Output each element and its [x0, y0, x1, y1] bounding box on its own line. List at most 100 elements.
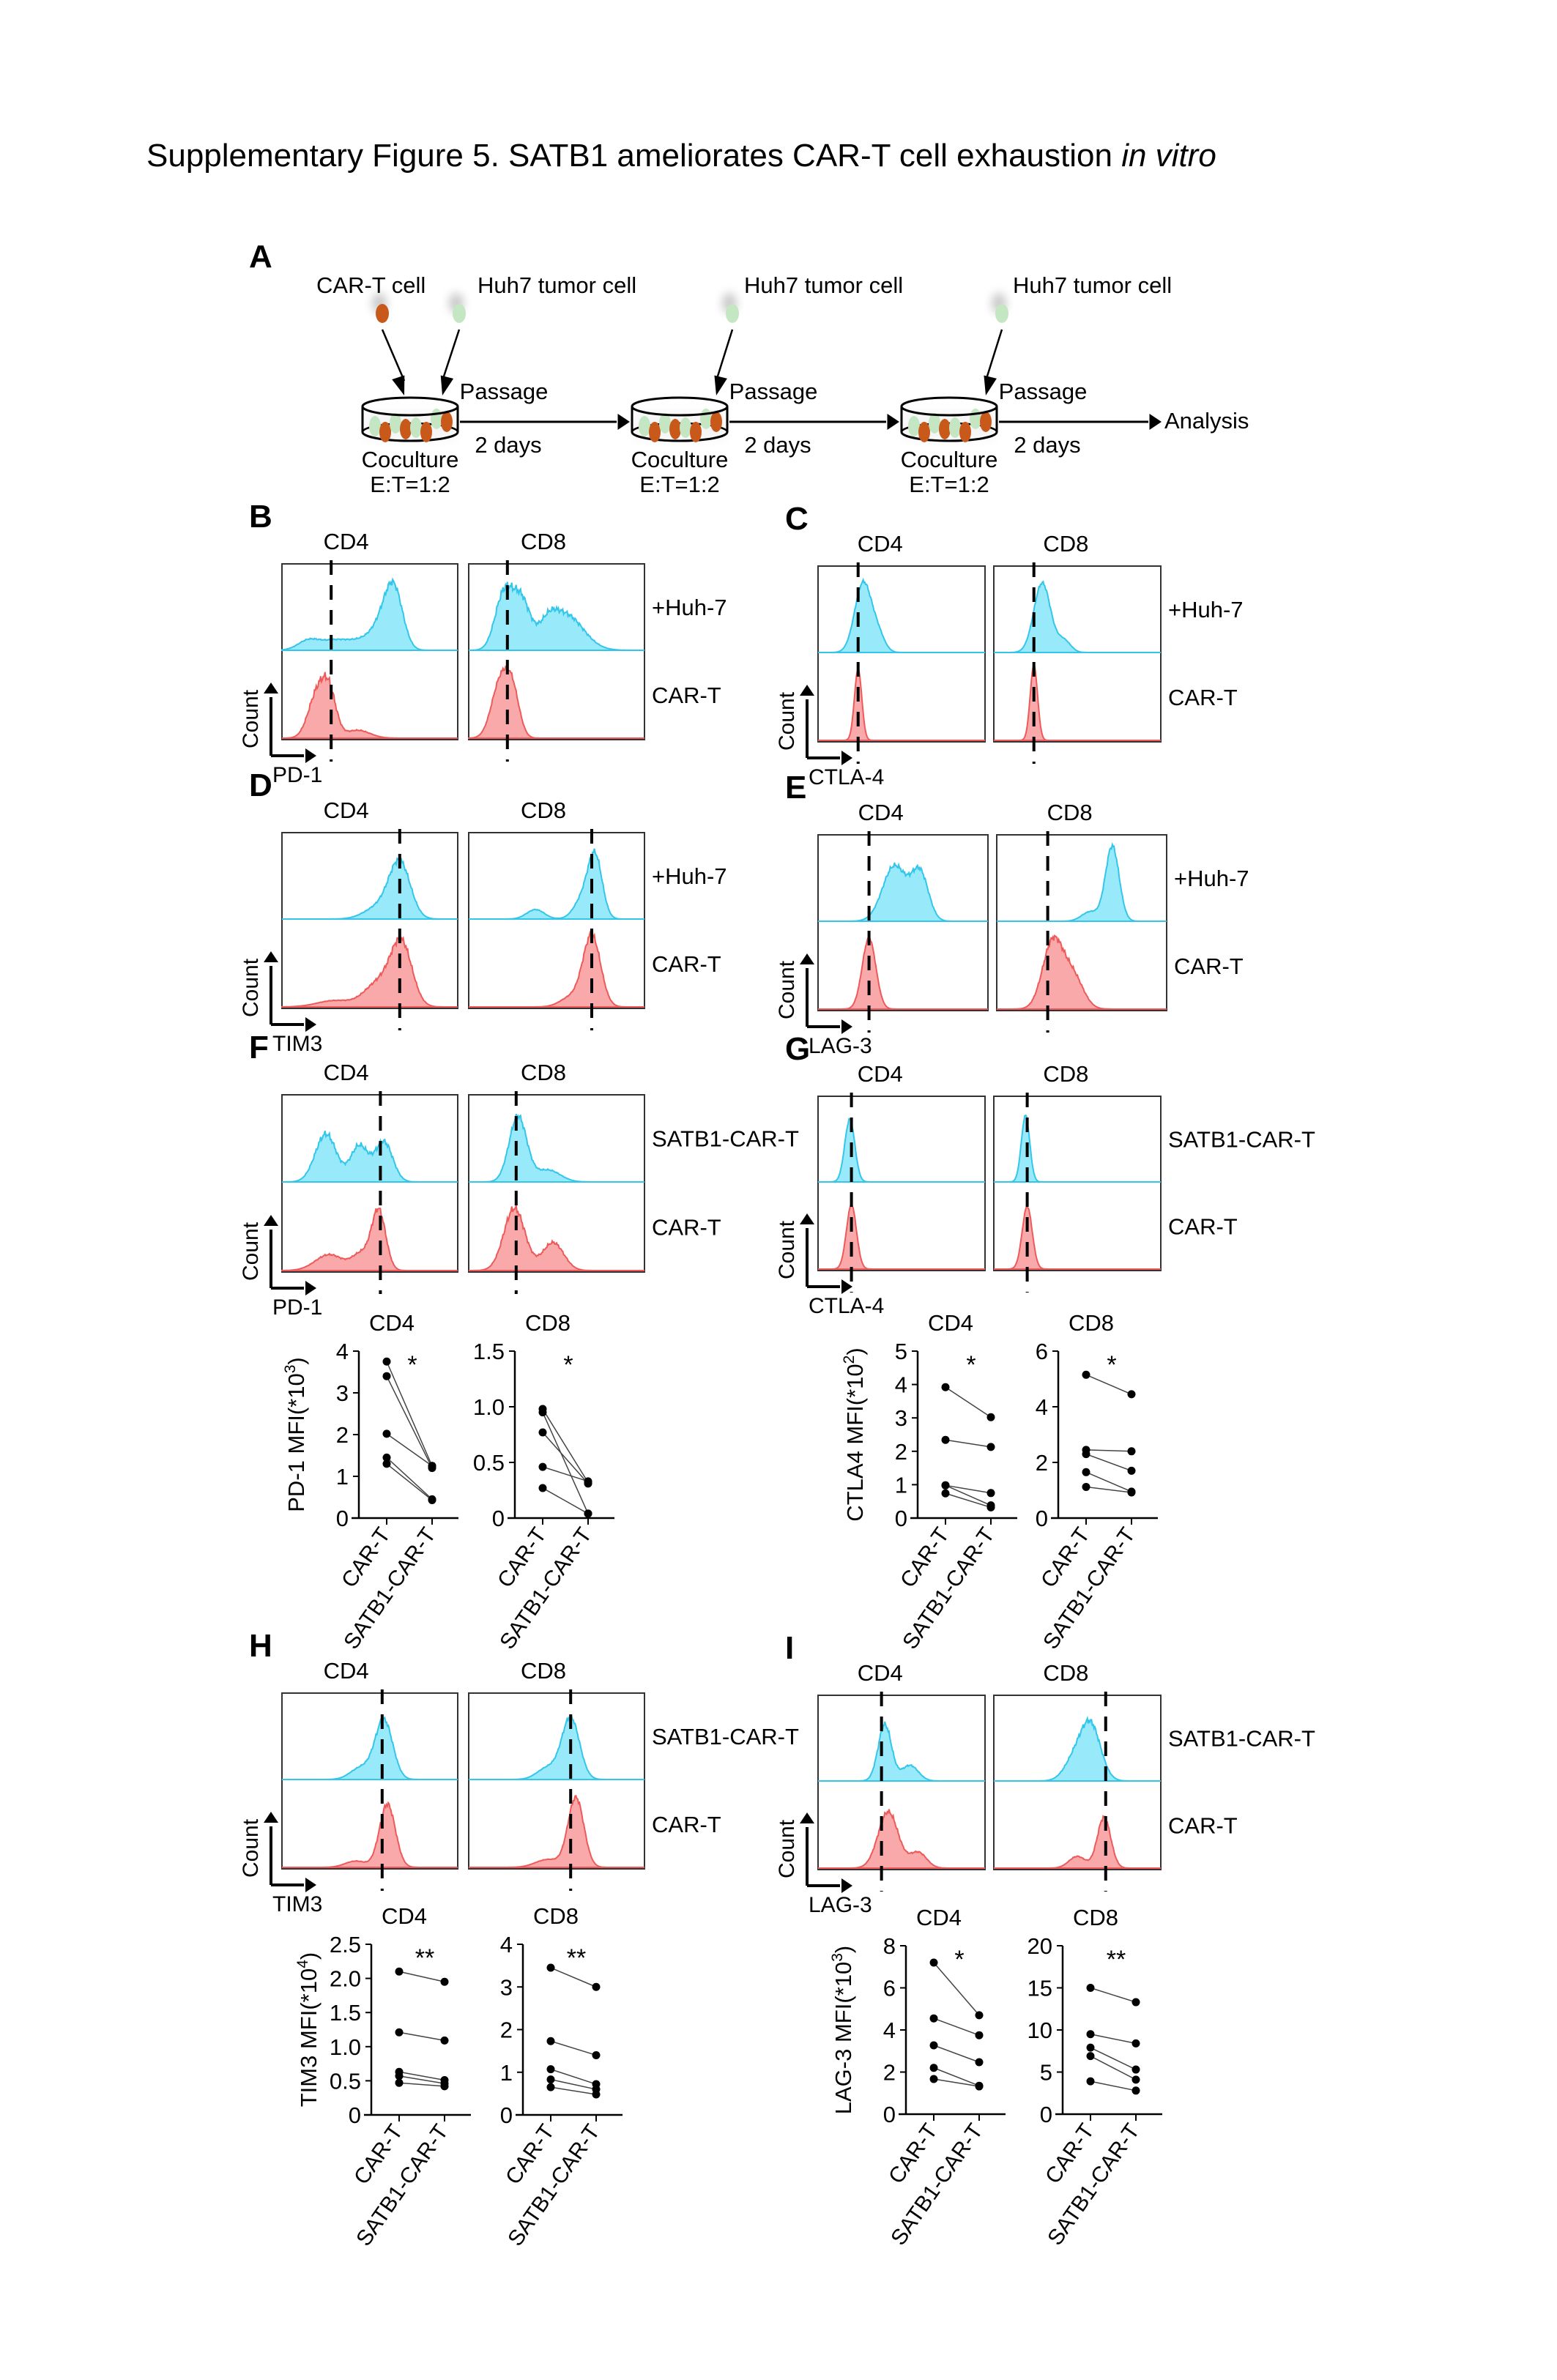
tumor-cell-icon [659, 413, 671, 434]
histogram-box [468, 1094, 645, 1273]
data-point-car-t [1082, 1450, 1090, 1459]
data-point-satb1-car-t [592, 2050, 601, 2059]
histogram-top-trace [818, 862, 988, 922]
y-tick-label: 8 [883, 1933, 896, 1959]
data-point-car-t [1082, 1468, 1090, 1476]
tumor-cell-icon [639, 416, 650, 436]
histogram-bottom-trace [994, 663, 1161, 741]
pair-line [386, 1457, 433, 1500]
pair-line [933, 2078, 980, 2087]
data-point-satb1-car-t [440, 2082, 449, 2091]
car-t-cell-icon [376, 304, 389, 323]
data-point-satb1-car-t [584, 1509, 592, 1518]
pair-line [1085, 1471, 1132, 1492]
histogram-box [281, 1094, 458, 1273]
histogram-box [817, 1096, 986, 1271]
pair-line [386, 1375, 433, 1468]
pair-line [398, 2071, 445, 2081]
row-label-top: SATB1-CAR-T [1168, 1726, 1315, 1752]
y-axis-label-exponent: 3 [282, 1365, 299, 1374]
data-point-satb1-car-t [975, 2058, 984, 2067]
significance-marker: * [1107, 1351, 1116, 1379]
count-axis-label: Count [239, 689, 263, 748]
count-axis-arrow [264, 1812, 278, 1823]
y-tick-label: 0 [1040, 2102, 1052, 2127]
data-point-car-t [382, 1372, 391, 1380]
y-tick-label: 1.5 [473, 1339, 505, 1364]
y-tick-label: 4 [895, 1372, 907, 1398]
y-tick-label: 5 [895, 1339, 907, 1364]
days-label: 2 days [1014, 432, 1080, 458]
input-arrow-line [984, 329, 1003, 382]
data-point-satb1-car-t [1127, 1466, 1136, 1475]
pair-line [945, 1492, 992, 1509]
histogram-box [817, 565, 986, 743]
histogram-panel-e: E CD4 CD8 +Huh-7 CAR-T Count LAG-3 [775, 770, 1249, 1058]
column-label-cd8: CD8 [521, 797, 566, 823]
y-tick-label: 1.0 [473, 1394, 505, 1420]
histogram-bottom-trace [281, 1208, 458, 1271]
pair-line [933, 2018, 980, 2036]
significance-marker: * [563, 1351, 573, 1379]
histogram-top-trace [997, 841, 1167, 922]
data-point-satb1-car-t [584, 1477, 592, 1486]
count-axis-label: Count [239, 1221, 263, 1281]
data-point-car-t [395, 2072, 404, 2080]
histogram-bottom-trace [818, 936, 988, 1010]
y-tick-label: 20 [1028, 1933, 1052, 1959]
figure-title-text: Supplementary Figure 5. SATB1 ameliorate… [146, 138, 1122, 174]
passage-arrow-head [617, 414, 630, 430]
column-label-cd8: CD8 [1043, 1660, 1088, 1686]
column-label-cd4: CD4 [858, 1660, 903, 1686]
data-point-satb1-car-t [592, 2090, 601, 2099]
marker-axis-arrow [305, 1017, 316, 1032]
plot-title: CD4 [916, 1905, 962, 1930]
tumor-cell-icon [453, 304, 466, 323]
car-t-cell-icon [980, 412, 992, 432]
y-tick-label: 0 [500, 2102, 513, 2128]
y-tick-label: 5 [1040, 2060, 1052, 2086]
pair-line [398, 2082, 445, 2087]
column-label-cd4: CD4 [324, 529, 369, 554]
histogram-box [281, 1692, 458, 1870]
y-tick-label: 4 [336, 1339, 349, 1364]
significance-marker: * [966, 1351, 976, 1379]
pair-line [1085, 1486, 1132, 1493]
y-axis-label-exponent: 2 [841, 1356, 858, 1364]
dish-label: Coculture [362, 447, 459, 472]
histogram-box [468, 563, 645, 740]
histogram-top-trace [281, 577, 458, 651]
car-t-cell-icon [649, 422, 661, 442]
histogram-top-trace [469, 848, 644, 920]
y-axis-label: LAG-3 MFI(*103) [829, 1946, 856, 2114]
histogram-box [996, 834, 1167, 1011]
row-label-top: +Huh-7 [1168, 597, 1244, 622]
analysis-label: Analysis [1164, 408, 1249, 434]
pair-line [1085, 1453, 1132, 1472]
y-axis-label-paren: ) [830, 1946, 856, 1953]
data-point-car-t [382, 1453, 391, 1462]
y-tick-label: 0 [895, 1506, 907, 1531]
paired-dot-plot-h-cd4: CD400.51.01.52.02.5CAR-TSATB1-CAR-TTIM3 … [294, 1903, 471, 2250]
car-t-cell-icon [379, 422, 391, 442]
histogram-box [817, 1695, 986, 1870]
data-point-satb1-car-t [1131, 2086, 1140, 2095]
car-t-cell-icon [441, 412, 453, 432]
count-axis-label: Count [775, 1220, 799, 1279]
culture-dish [631, 396, 729, 442]
row-label-bottom: CAR-T [652, 951, 721, 977]
histogram-bottom-trace [468, 663, 644, 739]
data-point-satb1-car-t [1131, 2039, 1140, 2048]
y-tick-label: 15 [1028, 1976, 1052, 2001]
histogram-top-trace [994, 580, 1161, 653]
histogram-top-trace [994, 1715, 1161, 1782]
histogram-bottom-trace [282, 672, 458, 739]
pair-line [542, 1408, 589, 1483]
data-point-car-t [929, 2075, 938, 2083]
data-point-car-t [929, 2014, 938, 2023]
y-tick-label: 0.5 [330, 2068, 361, 2094]
y-axis-label-paren: ) [283, 1357, 309, 1364]
